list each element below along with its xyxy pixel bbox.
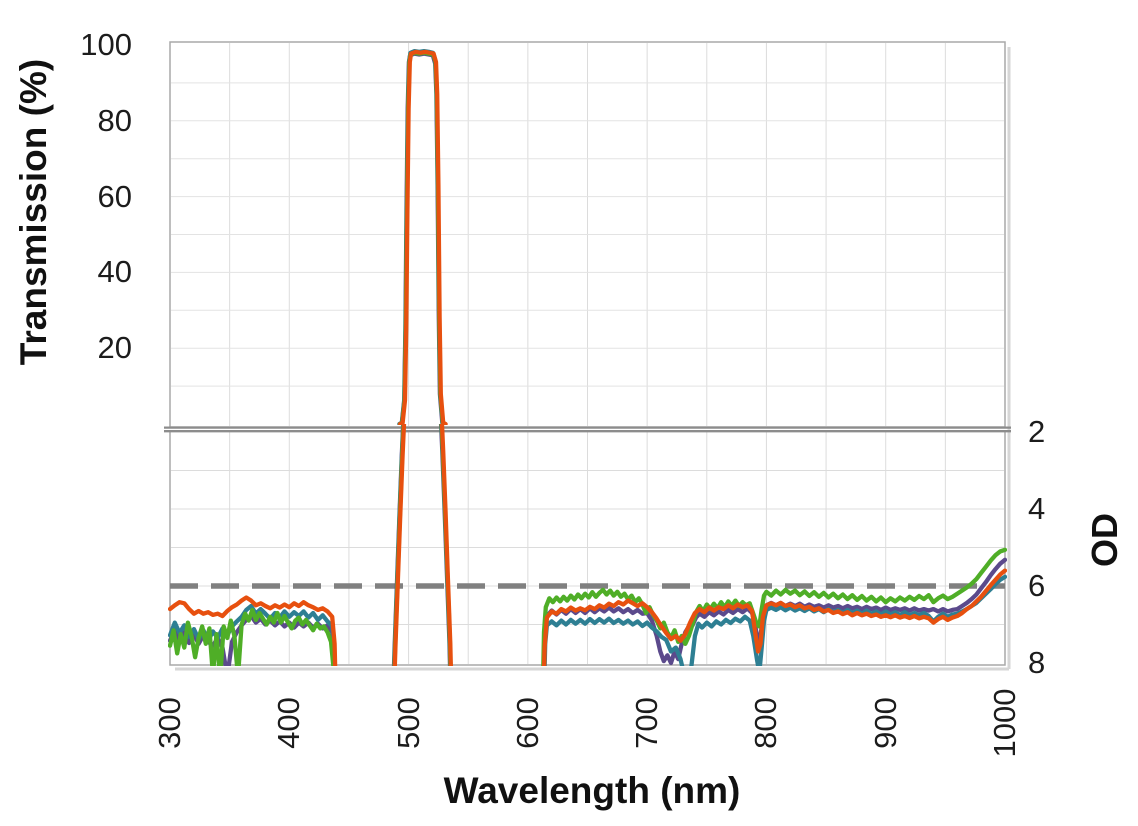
wavelength-tick-label: 800	[748, 697, 783, 749]
wavelength-tick-label: 700	[629, 697, 664, 749]
od-tick-label: 2	[1028, 414, 1046, 449]
series-orange-trace-od	[392, 424, 453, 666]
x-axis-title: Wavelength (nm)	[443, 770, 741, 811]
series-green-trace-od	[541, 547, 1007, 666]
transmission-tick-label: 40	[97, 254, 132, 289]
series-orange-trace-od	[541, 568, 1007, 666]
wavelength-tick-label: 900	[868, 697, 903, 749]
transmission-tick-label: 100	[80, 27, 132, 62]
od-tick-label: 4	[1028, 491, 1046, 526]
transmission-tick-label: 60	[97, 179, 132, 214]
wavelength-tick-label: 1000	[987, 688, 1022, 758]
od-tick-label: 6	[1028, 568, 1046, 603]
gridlines	[171, 43, 1004, 664]
wavelength-tick-label: 300	[152, 697, 187, 749]
transmission-tick-label: 20	[97, 330, 132, 365]
series-orange-trace-transmission	[398, 49, 448, 425]
series-orange-trace-od	[168, 595, 338, 666]
od-tick-label: 8	[1028, 645, 1046, 680]
series-green-trace-od	[168, 607, 336, 666]
wavelength-tick-label: 400	[271, 697, 306, 749]
wavelength-tick-label: 500	[391, 697, 426, 749]
wavelength-tick-label: 600	[510, 697, 545, 749]
transmission-tick-label: 80	[97, 103, 132, 138]
y-axis-title-od: OD	[1084, 513, 1125, 567]
